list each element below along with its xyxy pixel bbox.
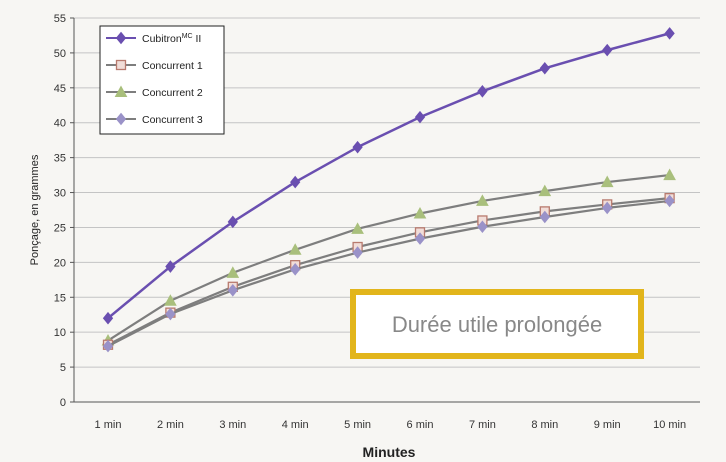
y-tick-label: 30 [54,188,66,200]
data-point [602,201,613,215]
y-tick-label: 5 [60,362,66,374]
y-tick-label: 25 [54,222,66,234]
data-point [539,210,550,224]
y-tick-label: 50 [54,48,66,60]
x-tick-label: 9 min [594,419,621,431]
x-tick-label: 3 min [219,419,246,431]
data-point [226,266,240,278]
x-axis-label: Minutes [363,444,416,460]
data-point [164,294,177,306]
y-tick-label: 55 [54,13,66,25]
data-point [102,311,114,325]
y-tick-labels: 0 5 10 15 20 25 30 35 40 45 50 55 [54,13,66,409]
callout: Durée utile prolongée [350,289,644,359]
series-line [107,197,670,346]
y-tick-label: 10 [54,327,66,339]
y-tick-label: 35 [54,153,66,165]
legend-marker [115,59,127,71]
x-tick-label: 4 min [282,419,309,431]
legend-marker [115,31,127,45]
data-point [227,215,238,229]
data-point [288,243,302,255]
x-tick-label: 7 min [469,419,496,431]
axes [70,17,700,403]
legend-label: Concurrent 3 [142,114,203,126]
series-4 [102,194,675,353]
y-tick-label: 40 [54,118,66,130]
data-point [102,339,114,353]
data-point [165,307,176,321]
data-point [538,184,552,197]
data-point [539,61,550,75]
legend-marker [115,112,127,126]
data-point [477,85,488,98]
x-tick-label: 10 min [653,419,686,431]
series-3 [101,168,676,346]
series-line [107,173,670,342]
data-point [290,175,301,189]
data-point [664,27,675,40]
y-tick-label: 15 [54,292,66,304]
data-point [414,110,426,124]
x-tick-label: 5 min [344,419,371,431]
x-tick-label: 1 min [95,419,122,431]
data-point [165,260,176,273]
x-tick-label: 6 min [407,419,434,431]
data-point [352,140,363,154]
series-1 [102,27,675,325]
data-point [227,284,238,297]
x-tick-label: 2 min [157,419,184,431]
data-point [352,246,363,259]
legend-label: Concurrent 1 [142,60,203,72]
series-line [107,32,670,320]
legend-label: Concurrent 2 [142,87,203,99]
data-point [476,194,489,206]
data-point [602,43,613,57]
data-point [600,175,614,188]
data-point [413,206,427,219]
callout-text: Durée utile prolongée [392,312,602,337]
y-tick-label: 45 [54,83,66,95]
data-point [664,194,675,208]
legend-label: CubitronMC II [142,33,201,45]
callout-box [350,289,644,359]
legend: CubitronMC II Concurrent 1 Concurrent 2 Con… [99,25,225,135]
legend-marker [114,85,128,97]
data-point [477,220,488,234]
data-point [351,222,364,234]
x-tick-label: 8 min [531,419,558,431]
y-tick-label: 0 [60,397,66,409]
series-layer [101,27,676,353]
x-tick-labels: 1 min 2 min 3 min 4 min 5 min 6 min 7 min 8 min… [95,419,687,431]
series-line [107,199,670,348]
y-tick-label: 20 [54,257,66,269]
data-point [290,263,301,276]
y-axis-label: Ponçage, en grammes [29,154,41,265]
data-point [414,232,426,245]
data-point [663,168,676,181]
